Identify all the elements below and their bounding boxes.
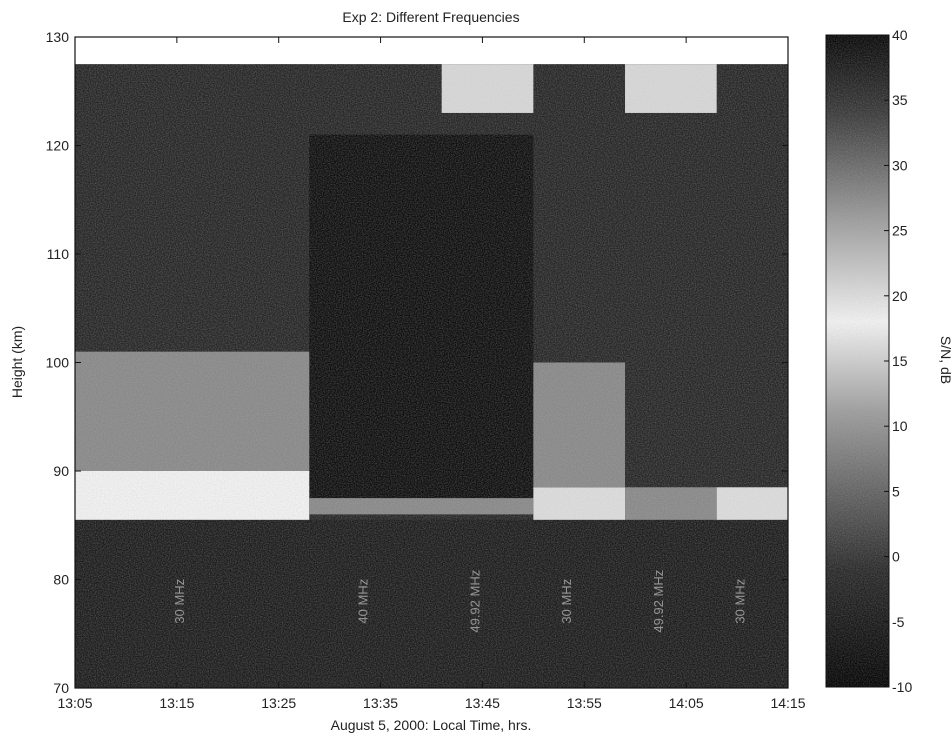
colorbar-tick-label: 40 (892, 27, 908, 43)
plot-area: 30 MHz 40 MHz 49.92 MHz 30 MHz 49.92 MHz 30 M… (74, 36, 789, 689)
y-tick-label: 100 (46, 355, 70, 371)
y-tick-label: 110 (47, 246, 70, 262)
x-axis: 13:05 13:15 13:25 13:35 13:45 13:55 14:05 14:15 (57, 37, 806, 711)
colorbar-tick-label: 25 (892, 223, 908, 239)
colorbar-tick-label: 30 (892, 157, 908, 173)
colorbar-tick-label: 35 (892, 92, 908, 108)
chart-title: Exp 2: Different Frequencies (342, 9, 519, 25)
x-tick-label: 13:35 (363, 695, 398, 711)
segment-label: 30 MHz (732, 579, 747, 624)
y-axis: 70 80 90 100 110 120 130 (46, 29, 788, 696)
segment-label: 40 MHz (355, 579, 370, 624)
x-tick-label: 13:25 (261, 695, 296, 711)
colorbar-tick-label: -5 (892, 614, 905, 630)
segment-label: 30 MHz (172, 579, 187, 624)
x-tick-label: 14:05 (669, 695, 704, 711)
colorbar-noise-overlay (826, 35, 889, 687)
segment-label: 30 MHz (559, 579, 574, 624)
segment-labels: 30 MHz 40 MHz 49.92 MHz 30 MHz 49.92 MHz 30 M… (172, 570, 747, 633)
x-tick-label: 13:55 (567, 695, 602, 711)
y-tick-label: 120 (46, 138, 70, 154)
y-axis-title: Height (km) (9, 326, 25, 398)
y-tick-label: 130 (46, 29, 70, 45)
segment-label: 49.92 MHz (651, 570, 666, 633)
colorbar-tick-label: 15 (892, 353, 908, 369)
plot-noise-overlay (75, 64, 788, 688)
y-tick-label: 80 (53, 572, 69, 588)
x-tick-label: 13:45 (465, 695, 500, 711)
colorbar-tick-label: 0 (892, 549, 900, 565)
x-axis-title: August 5, 2000: Local Time, hrs. (331, 717, 532, 733)
colorbar-tick-label: 10 (892, 418, 908, 434)
y-tick-label: 90 (53, 463, 69, 479)
colorbar-ticks: -10 -5 0 5 10 15 20 25 30 35 40 (884, 27, 912, 695)
segment-label: 49.92 MHz (468, 570, 483, 633)
colorbar-tick-label: 5 (892, 483, 900, 499)
x-tick-label: 14:15 (770, 695, 805, 711)
colorbar-tick-label: -10 (892, 679, 912, 695)
colorbar-tick-label: 20 (892, 288, 908, 304)
x-tick-label: 13:15 (159, 695, 194, 711)
x-tick-label: 13:05 (57, 695, 92, 711)
y-tick-label: 70 (53, 680, 69, 696)
colorbar: -10 -5 0 5 10 15 20 25 30 35 40 S/N, dB (825, 27, 951, 695)
colorbar-title: S/N, dB (938, 336, 951, 384)
